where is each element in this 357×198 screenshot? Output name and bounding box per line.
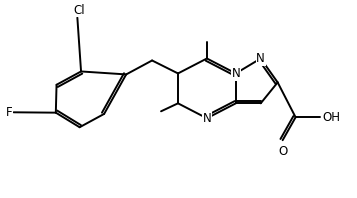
- Text: F: F: [6, 106, 12, 119]
- Text: N: N: [231, 67, 240, 80]
- Text: N: N: [256, 52, 265, 65]
- Text: OH: OH: [322, 111, 341, 124]
- Text: Cl: Cl: [74, 4, 85, 17]
- Text: N: N: [202, 112, 211, 125]
- Text: O: O: [278, 145, 287, 158]
